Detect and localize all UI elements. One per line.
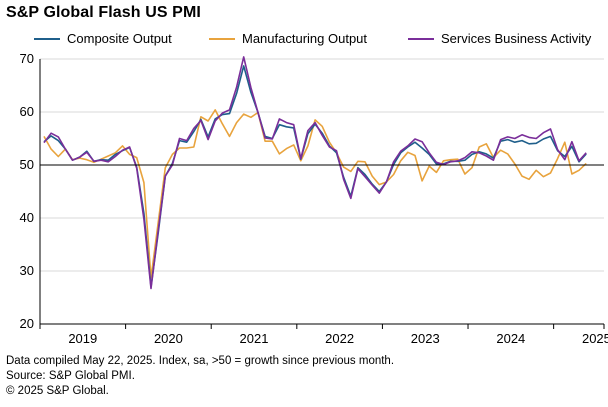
chart-title: S&P Global Flash US PMI — [6, 4, 201, 21]
chart-legend: Composite Output Manufacturing Output Se… — [0, 31, 608, 47]
x-tick-label-2022: 2022 — [325, 331, 354, 346]
legend-swatch-services — [408, 37, 434, 40]
y-tick-label-30: 30 — [20, 263, 34, 278]
legend-label-composite: Composite Output — [67, 31, 172, 46]
footer-note: Data compiled May 22, 2025. Index, sa, >… — [6, 355, 395, 367]
x-tick-label-2025: 2025 — [582, 331, 608, 346]
footer-source: Source: S&P Global PMI. — [6, 370, 135, 382]
y-tick-label-70: 70 — [20, 51, 34, 66]
footer-copyright: © 2025 S&P Global. — [6, 385, 109, 397]
y-tick-label-20: 20 — [20, 316, 34, 331]
x-tick-label-2024: 2024 — [496, 331, 525, 346]
x-tick-label-2020: 2020 — [154, 331, 183, 346]
y-tick-label-50: 50 — [20, 157, 34, 172]
legend-label-services: Services Business Activity — [441, 31, 592, 46]
legend-item-manufacturing[interactable]: Manufacturing Output — [209, 31, 367, 46]
y-tick-label-60: 60 — [20, 104, 34, 119]
line-chart: 20 30 40 50 60 70 2019 2020 2021 2022 2023 2024 2025 — [20, 51, 608, 346]
chart-footer: Data compiled May 22, 2025. Index, sa, >… — [6, 354, 394, 399]
legend-item-services[interactable]: Services Business Activity — [408, 31, 591, 46]
series-line-composite-output — [43, 65, 587, 288]
series-line-manufacturing-output — [43, 109, 587, 279]
legend-label-manufacturing: Manufacturing Output — [242, 31, 368, 46]
legend-item-composite[interactable]: Composite Output — [34, 31, 172, 46]
x-tick-label-2021: 2021 — [240, 331, 269, 346]
x-tick-label-2023: 2023 — [411, 331, 440, 346]
legend-swatch-manufacturing — [209, 37, 235, 40]
y-tick-label-40: 40 — [20, 210, 34, 225]
series-line-services-business-activity — [43, 56, 587, 290]
legend-swatch-composite — [34, 37, 60, 40]
x-tick-label-2019: 2019 — [68, 331, 97, 346]
